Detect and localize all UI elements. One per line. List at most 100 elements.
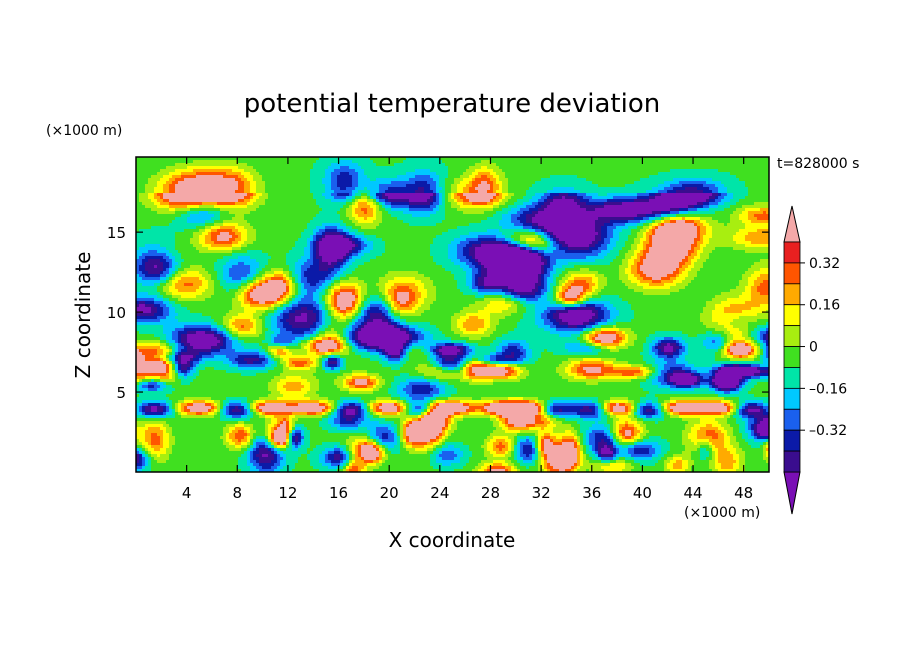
field-cell — [214, 262, 227, 266]
field-cell — [376, 409, 383, 413]
field-cell — [748, 268, 761, 272]
field-cell — [565, 268, 581, 272]
field-cell — [514, 244, 518, 248]
field-cell — [466, 370, 470, 374]
field-cell — [556, 280, 560, 284]
field-cell — [160, 244, 176, 248]
field-cell — [538, 199, 545, 203]
field-cell — [142, 277, 161, 281]
field-cell — [565, 370, 572, 374]
field-cell — [751, 346, 755, 350]
field-cell — [142, 379, 152, 383]
field-cell — [550, 289, 554, 293]
field-cell — [448, 253, 458, 257]
field-cell — [403, 403, 407, 407]
field-cell — [595, 412, 599, 416]
field-cell — [553, 409, 560, 413]
field-cell — [436, 235, 461, 239]
field-cell — [142, 403, 149, 407]
field-cell — [367, 403, 371, 407]
field-cell — [367, 286, 380, 290]
field-cell — [535, 229, 542, 233]
field-cell — [724, 340, 728, 344]
field-cell — [343, 361, 347, 365]
field-cell — [322, 304, 326, 308]
field-cell — [766, 352, 769, 356]
field-cell — [616, 325, 707, 329]
field-cell — [241, 238, 248, 242]
field-cell — [334, 283, 341, 287]
field-cell — [364, 406, 368, 410]
field-cell — [541, 277, 545, 281]
field-cell — [313, 373, 344, 377]
field-cell — [178, 367, 182, 371]
field-cell — [358, 253, 365, 257]
field-cell — [520, 319, 536, 323]
field-cell — [436, 298, 485, 302]
field-cell — [649, 367, 656, 371]
field-cell — [580, 331, 584, 335]
field-cell — [550, 301, 557, 305]
field-cell — [361, 196, 368, 200]
field-cell — [352, 190, 359, 194]
field-cell — [742, 379, 746, 383]
field-cell — [169, 370, 173, 374]
field-cell — [175, 241, 191, 245]
field-cell — [595, 226, 602, 230]
field-cell — [664, 181, 680, 185]
field-cell — [736, 409, 740, 413]
field-cell — [295, 424, 305, 428]
field-cell — [415, 331, 422, 335]
field-cell — [730, 322, 749, 326]
field-cell — [265, 280, 269, 284]
field-cell — [613, 406, 626, 410]
field-cell — [586, 334, 590, 338]
field-cell — [286, 274, 290, 278]
field-cell — [664, 337, 674, 341]
field-cell — [733, 409, 737, 413]
field-cell — [184, 397, 212, 401]
field-cell — [325, 334, 338, 338]
field-cell — [367, 349, 377, 353]
field-cell — [604, 424, 611, 428]
field-cell — [343, 400, 359, 404]
field-cell — [610, 220, 629, 224]
field-cell — [169, 271, 173, 275]
field-cell — [265, 331, 275, 335]
field-cell — [289, 295, 293, 299]
field-cell — [181, 262, 215, 266]
field-cell — [352, 160, 374, 164]
field-cell — [301, 283, 305, 287]
field-cell — [730, 199, 740, 203]
field-cell — [541, 229, 545, 233]
field-cell — [466, 271, 473, 275]
field-cell — [544, 349, 548, 353]
field-cell — [370, 205, 377, 209]
field-cell — [220, 217, 233, 221]
field-cell — [172, 265, 176, 269]
field-cell — [325, 292, 329, 296]
field-cell — [517, 205, 527, 209]
field-cell — [673, 370, 686, 374]
field-cell — [655, 361, 668, 365]
field-cell — [457, 253, 464, 257]
field-cell — [166, 304, 173, 308]
field-cell — [334, 280, 341, 284]
field-cell — [559, 193, 569, 197]
field-cell — [544, 256, 551, 260]
field-cell — [649, 370, 653, 374]
field-cell — [340, 334, 344, 338]
field-cell — [472, 289, 479, 293]
field-cell — [262, 322, 266, 326]
field-cell — [676, 268, 680, 272]
field-cell — [697, 202, 704, 206]
field-cell — [355, 295, 359, 299]
field-cell — [403, 343, 407, 347]
field-cell — [433, 178, 440, 182]
field-cell — [406, 406, 410, 410]
field-cell — [313, 340, 317, 344]
field-cell — [586, 295, 593, 299]
field-cell — [163, 268, 167, 272]
field-cell — [283, 385, 305, 389]
field-cell — [703, 262, 755, 266]
